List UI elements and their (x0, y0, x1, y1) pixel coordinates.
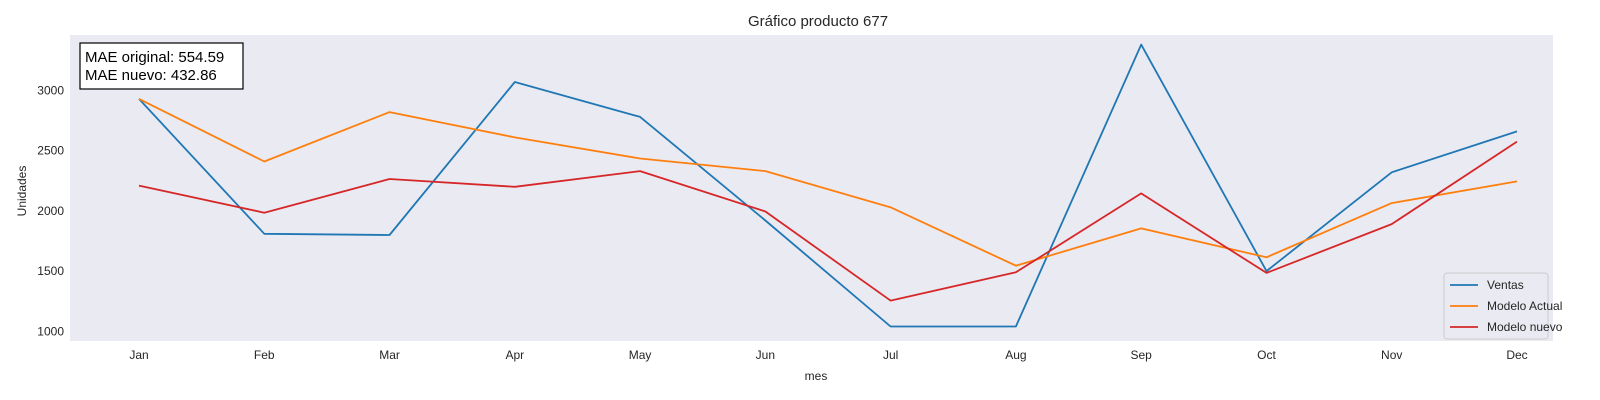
y-tick-label: 3000 (37, 83, 64, 97)
y-tick-label: 2500 (37, 144, 64, 158)
x-tick-label: Mar (379, 348, 400, 362)
series-line-3 (138, 140, 1518, 302)
y-tick-label: 1000 (37, 324, 64, 338)
mae-original-text: MAE original: 554.59 (85, 49, 224, 66)
x-axis: Jan Feb Mar Apr May Jun Jul Aug Sep Oct Nov Dec (129, 348, 1527, 362)
mae-annotation-frame (79, 42, 244, 90)
chart-title: Gráfico producto 677 (748, 13, 888, 30)
x-tick-label: Feb (254, 348, 275, 362)
y-axis: 1000 1500 2000 2500 3000 (37, 83, 64, 338)
x-tick-label: Aug (1005, 348, 1026, 362)
x-tick-label: May (629, 348, 652, 362)
x-tick-label: Apr (505, 348, 524, 362)
mae-annotation-box: MAE original: 554.59 MAE nuevo: 432.86 (79, 42, 244, 90)
y-tick-label: 2000 (37, 204, 64, 218)
legend-label: Modelo nuevo (1487, 320, 1563, 334)
plot-area (70, 35, 1553, 341)
x-tick-label: Sep (1131, 348, 1153, 362)
x-tick-label: Jan (129, 348, 148, 362)
legend-frame (1443, 272, 1549, 340)
mae-new-text: MAE nuevo: 432.86 (85, 67, 217, 84)
legend-label: Ventas (1487, 278, 1524, 292)
x-tick-label: Jun (756, 348, 775, 362)
legend-label: Modelo Actual (1487, 299, 1562, 313)
x-tick-label: Dec (1506, 348, 1527, 362)
x-tick-label: Nov (1381, 348, 1402, 362)
series-line-1 (138, 43, 1518, 328)
y-tick-label: 1500 (37, 264, 64, 278)
x-tick-label: Jul (883, 348, 898, 362)
x-axis-label: mes (805, 369, 828, 383)
series-lines (138, 43, 1518, 328)
y-axis-label: Unidades (15, 166, 29, 217)
series-line-2 (138, 98, 1518, 267)
x-tick-label: Oct (1257, 348, 1276, 362)
legend: Ventas Modelo Actual Modelo nuevo (1443, 272, 1563, 340)
